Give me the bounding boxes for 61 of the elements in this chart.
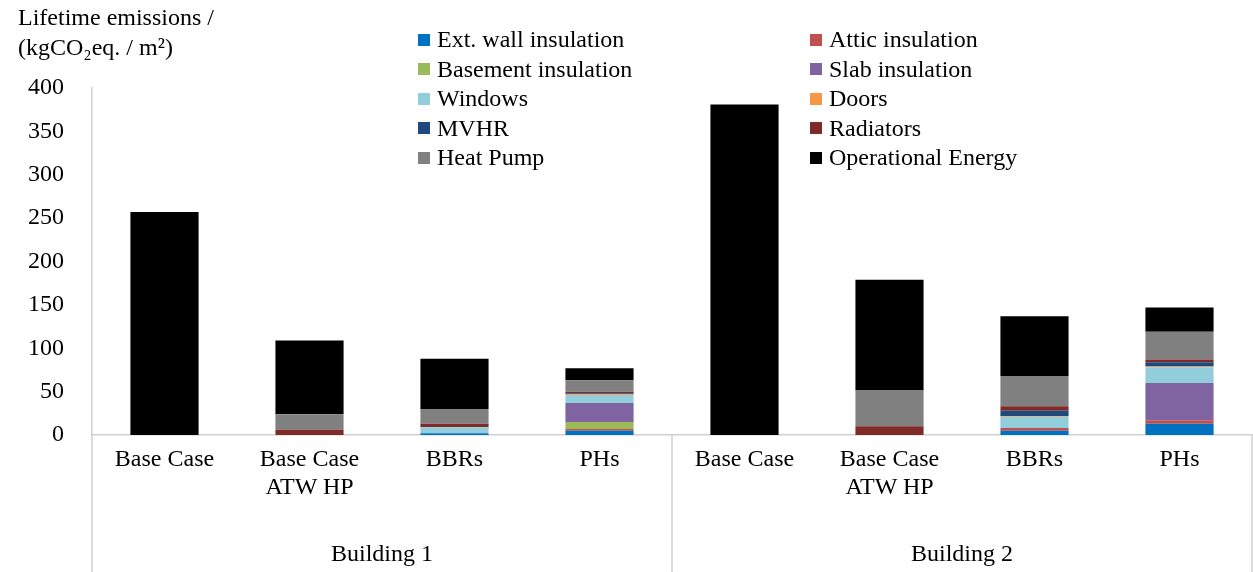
bar — [1145, 331, 1214, 360]
legend-label: Heat Pump — [437, 143, 545, 172]
x-tick-label: PHs — [1159, 444, 1200, 471]
bar — [1145, 367, 1214, 383]
bar — [1145, 307, 1214, 332]
bar — [855, 426, 924, 435]
y-tick-label: 200 — [28, 246, 64, 273]
bar — [1145, 423, 1214, 435]
bar — [855, 389, 924, 427]
bar — [275, 340, 344, 415]
y-tick-label: 300 — [28, 160, 64, 187]
bar — [1000, 410, 1069, 416]
bar — [1000, 416, 1069, 429]
bar — [1145, 382, 1214, 421]
text: Building 1 — [330, 540, 434, 567]
bar — [565, 430, 634, 435]
x-tick-label: PHs — [579, 444, 620, 471]
bar — [565, 421, 634, 429]
bar — [420, 427, 489, 434]
bar — [1000, 316, 1069, 377]
x-tick-label: Base Case ATW HP — [839, 444, 940, 500]
bar — [565, 395, 634, 403]
y-tick-label: 50 — [40, 376, 64, 403]
legend-label: MVHR — [437, 113, 510, 143]
bar — [1145, 420, 1214, 424]
bar — [565, 380, 634, 392]
y-tick-label: 350 — [28, 116, 64, 143]
legend-label: Operational Energy — [829, 143, 1018, 172]
bar — [420, 358, 489, 409]
y-tick-label: 400 — [28, 73, 64, 100]
x-tick-label: Base Case — [114, 444, 215, 471]
legend-label: Radiators — [829, 113, 921, 143]
bar — [1000, 428, 1069, 431]
bar — [710, 104, 779, 435]
y-axis-title: Lifetime emissions / (kgCO₂eq. / m²) — [18, 3, 215, 62]
bar — [1000, 406, 1069, 411]
legend-label: Ext. wall insulation — [437, 25, 625, 54]
x-tick-label: BBRs — [425, 444, 484, 471]
bar — [1145, 362, 1214, 367]
y-tick-label: 0 — [52, 420, 64, 447]
bar — [130, 212, 199, 435]
text: Building 2 — [910, 540, 1014, 567]
legend-label: Doors — [829, 84, 888, 113]
x-tick-label: BBRs — [1005, 444, 1064, 471]
y-tick-label: 150 — [28, 290, 64, 317]
legend-label: Slab insulation — [829, 54, 973, 84]
bar — [275, 414, 344, 430]
legend-label: Windows — [437, 84, 529, 113]
x-tick-label: Base Case ATW HP — [259, 444, 360, 500]
bar — [565, 402, 634, 422]
legend-label: Attic insulation — [829, 25, 978, 54]
legend-label: Basement insulation — [437, 54, 633, 84]
y-tick-label: 250 — [28, 203, 64, 230]
bar — [420, 408, 489, 424]
bar — [1000, 430, 1069, 435]
bar — [565, 368, 634, 381]
bar — [1000, 376, 1069, 407]
bar — [275, 429, 344, 435]
bar — [855, 279, 924, 390]
x-tick-label: Base Case — [694, 444, 795, 471]
y-tick-label: 100 — [28, 333, 64, 360]
